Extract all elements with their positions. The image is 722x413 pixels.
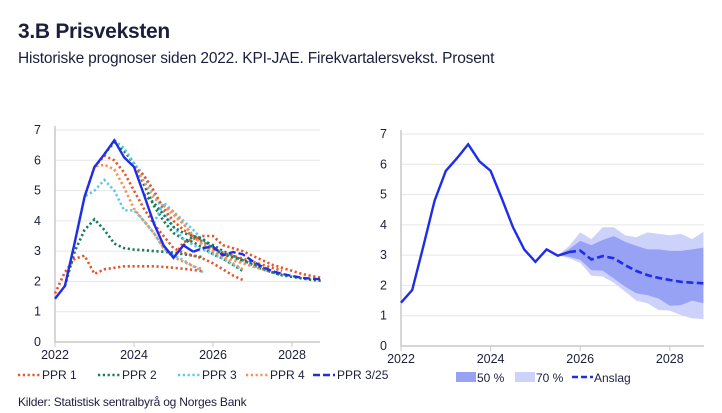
forecast-line-ppr2	[143, 193, 283, 277]
band-50	[557, 236, 704, 306]
legend-label: PPR 2	[122, 368, 157, 382]
y-tick-label: 3	[34, 244, 41, 258]
legend-label: PPR 3/25	[337, 368, 389, 382]
x-tick-label: 2022	[41, 348, 69, 362]
x-tick-label: 2026	[566, 352, 594, 366]
y-tick-label: 7	[380, 127, 387, 141]
forecast-line-ppr3	[113, 139, 244, 271]
legend-label: PPR 4	[270, 368, 305, 382]
y-tick-label: 1	[380, 309, 387, 323]
forecast-line-ppr3	[152, 200, 283, 276]
chart-title: 3.B Prisveksten	[18, 20, 170, 43]
x-tick-label: 2028	[278, 348, 306, 362]
y-tick-label: 6	[380, 157, 387, 171]
legend-swatch-50	[456, 372, 476, 382]
chart-subtitle: Historiske prognoser siden 2022. KPI-JAE…	[18, 50, 495, 67]
forecast-line-ppr1	[172, 234, 322, 280]
y-tick-label: 6	[34, 153, 41, 167]
y-tick-label: 0	[380, 339, 387, 353]
legend-label: 70 %	[536, 371, 564, 385]
actual-line	[54, 138, 194, 300]
y-tick-label: 7	[34, 123, 41, 137]
y-tick-label: 1	[34, 305, 41, 319]
x-tick-label: 2024	[120, 348, 148, 362]
anslag-line	[568, 249, 704, 285]
legend-label: 50 %	[477, 371, 505, 385]
y-tick-label: 4	[380, 218, 387, 232]
legend-swatch-70	[515, 372, 535, 382]
x-tick-label: 2026	[199, 348, 227, 362]
forecast-line-ppr2	[63, 217, 204, 287]
legend-label: Anslag	[594, 371, 631, 385]
forecast-line-ppr1	[53, 254, 204, 295]
legend-label: PPR 3	[202, 368, 237, 382]
y-tick-label: 2	[380, 278, 387, 292]
forecast-line-ppr4	[83, 163, 204, 271]
y-tick-label: 3	[380, 248, 387, 262]
y-tick-label: 5	[380, 188, 387, 202]
actual-line	[400, 142, 570, 304]
forecast-line-ppr3	[73, 178, 204, 274]
x-tick-label: 2022	[387, 352, 415, 366]
forecast-line-ppr1	[93, 154, 244, 282]
legend-label: PPR 1	[42, 368, 77, 382]
x-tick-label: 2024	[477, 352, 505, 366]
y-tick-label: 4	[34, 214, 41, 228]
source-note: Kilder: Statistisk sentralbyrå og Norges…	[18, 395, 247, 409]
y-tick-label: 0	[34, 335, 41, 349]
ppr-3-25-line	[192, 245, 322, 281]
y-tick-label: 2	[34, 274, 41, 288]
forecast-line-ppr4	[162, 204, 283, 276]
y-tick-label: 5	[34, 184, 41, 198]
x-tick-label: 2028	[656, 352, 684, 366]
